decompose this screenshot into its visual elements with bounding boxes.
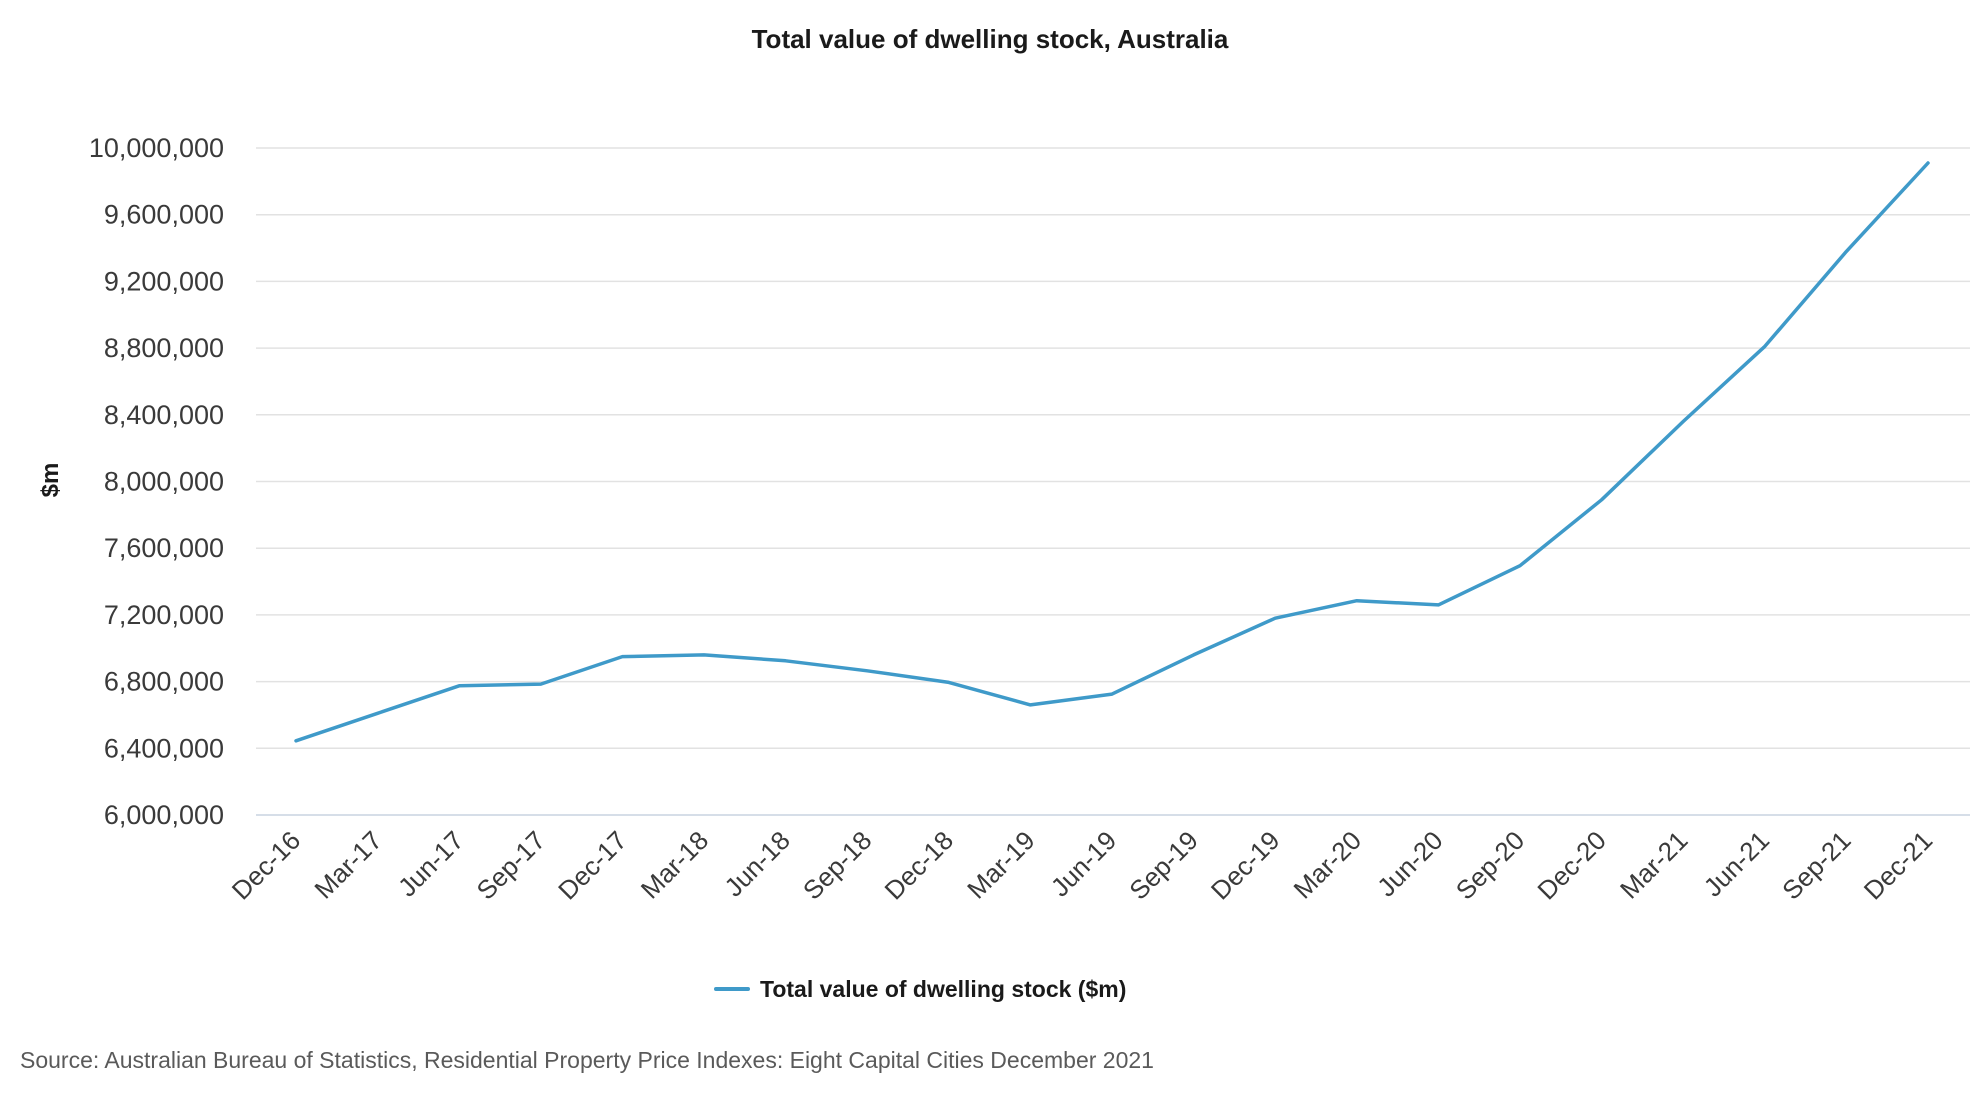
y-tick-label: 8,400,000 (104, 400, 224, 430)
y-tick-label: 7,200,000 (104, 600, 224, 630)
y-tick-label: 9,200,000 (104, 266, 224, 296)
x-tick-label: Dec-21 (1858, 825, 1938, 905)
legend-label: Total value of dwelling stock ($m) (760, 976, 1126, 1002)
chart-title: Total value of dwelling stock, Australia (752, 24, 1229, 54)
x-tick-label: Mar-18 (635, 825, 714, 904)
x-tick-label: Jun-21 (1698, 825, 1775, 902)
y-tick-label: 6,800,000 (104, 667, 224, 697)
y-tick-label: 6,000,000 (104, 800, 224, 830)
source-note: Source: Australian Bureau of Statistics,… (20, 1047, 1154, 1073)
y-axis-label: $m (37, 463, 64, 498)
legend[interactable]: Total value of dwelling stock ($m) (714, 976, 1126, 1002)
y-axis-ticks: 6,000,000 6,400,000 6,800,000 7,200,000 7,60… (89, 133, 224, 830)
x-tick-label: Dec-19 (1205, 825, 1285, 905)
x-tick-label: Sep-20 (1450, 825, 1530, 905)
x-tick-label: Jun-20 (1371, 825, 1448, 902)
x-tick-label: Dec-18 (879, 825, 959, 905)
x-axis-ticks: Dec-16 Mar-17 Jun-17 Sep-17 Dec-17 Mar-18 Jun-… (226, 825, 1938, 905)
x-tick-label: Sep-21 (1776, 825, 1856, 905)
x-tick-label: Jun-18 (718, 825, 795, 902)
series-lines (294, 161, 1930, 743)
x-tick-label: Sep-19 (1123, 825, 1203, 905)
x-tick-label: Jun-17 (392, 825, 469, 902)
x-tick-label: Sep-17 (471, 825, 551, 905)
y-tick-label: 8,000,000 (104, 467, 224, 497)
y-tick-label: 6,400,000 (104, 733, 224, 763)
y-tick-label: 8,800,000 (104, 333, 224, 363)
y-tick-label: 7,600,000 (104, 533, 224, 563)
x-tick-label: Dec-17 (552, 825, 632, 905)
gridlines (256, 147, 1970, 750)
x-tick-label: Mar-17 (308, 825, 387, 904)
x-tick-label: Mar-21 (1614, 825, 1693, 904)
x-tick-label: Mar-19 (961, 825, 1040, 904)
x-tick-label: Dec-20 (1531, 825, 1611, 905)
y-tick-label: 9,600,000 (104, 200, 224, 230)
x-tick-label: Sep-18 (797, 825, 877, 905)
series-line (294, 161, 1930, 743)
x-tick-label: Dec-16 (226, 825, 306, 905)
x-tick-label: Mar-20 (1288, 825, 1367, 904)
x-tick-label: Jun-19 (1045, 825, 1122, 902)
y-tick-label: 10,000,000 (89, 133, 224, 163)
